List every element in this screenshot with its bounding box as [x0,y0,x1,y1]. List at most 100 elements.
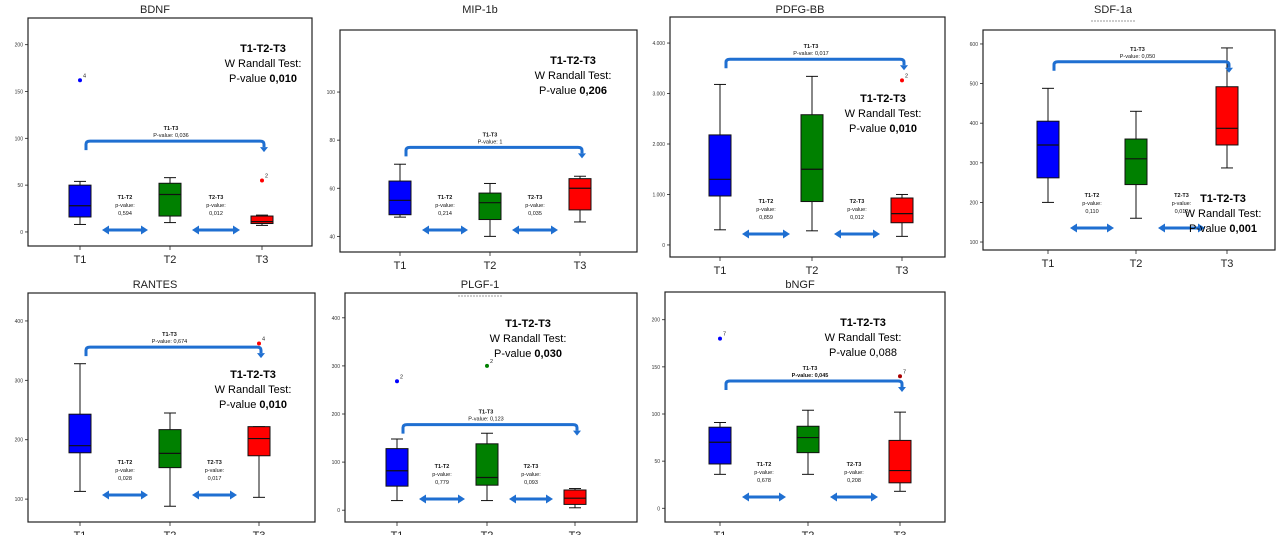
y-tick-label: 400 [332,316,341,322]
pair-label: T2-T3 [209,195,224,201]
box-body [1215,86,1239,146]
outlier-point [900,78,904,83]
chart-title: PDFG-BB [776,4,825,16]
bracket-label: T1-T3 [1130,47,1145,53]
y-tick-label: 100 [332,460,341,466]
box-t3 [888,411,912,492]
box-t2 [800,75,824,232]
pair-arrow [742,492,786,502]
outlier-point [485,363,489,368]
pair-arrow [512,225,558,235]
box-body [796,425,820,454]
outlier-label: 2 [490,359,493,365]
bracket-arrowhead [898,387,906,392]
bracket-t1-t3 [1052,60,1233,73]
test-name: W Randall Test: [490,333,567,345]
bracket-pvalue: P-value: 0,036 [153,133,188,139]
pair-label: T1-T2 [1085,193,1100,199]
chart-panel-plgf1: PLGF-1 0 100 200 300 400 T1 T2 T3 2 2 T1-T3P-value:… [325,275,645,535]
pair-pvalue-caption: p-value: [435,203,455,209]
pair-pvalue-caption: p-value: [847,207,867,213]
y-tick-label: 100 [652,412,661,418]
box-t3 [568,175,592,223]
outlier-point [78,78,82,83]
y-tick-label: 300 [970,161,979,167]
chart-title: SDF-1a [1094,4,1133,16]
bracket-arrowhead [257,353,265,359]
box-body [68,413,92,454]
box-t2 [158,177,182,224]
test-annotation: T1-T2-T3 W Randall Test: P-value 0,010 [215,369,292,411]
test-name: W Randall Test: [215,384,292,396]
box-t1 [708,83,732,231]
pair-pvalue: 0,012 [1175,209,1189,215]
pair-label: T1-T2 [438,195,453,201]
pair-label: T2-T3 [528,195,543,201]
y-tick-label: 400 [15,319,24,325]
pair-arrow [192,225,240,235]
box-body [388,180,412,216]
pair-pvalue: 0,594 [118,211,132,217]
test-title: T1-T2-T3 [505,318,551,330]
y-tick-label: 300 [332,364,341,370]
test-annotation: T1-T2-T3 W Randall Test: P-value 0,030 [490,318,567,360]
box-t1 [1036,87,1060,203]
test-pvalue: P-value 0,010 [849,123,917,135]
outlier-label: 2 [265,173,268,179]
bracket-arrowhead [1225,67,1233,73]
pair-label: T1-T2 [757,462,772,468]
test-annotation: T1-T2-T3 W Randall Test: P-value 0,206 [535,55,612,97]
pair-label: T2-T3 [1174,193,1189,199]
pair-arrow [1070,223,1114,233]
bracket-line [84,139,266,151]
box-t3 [250,214,274,226]
test-pvalue: P-value 0,030 [494,348,562,360]
y-tick-label: 100 [327,90,336,96]
pair-arrow [834,229,880,239]
chart-panel-rantes: RANTES 100 200 300 400 T1 T2 T3 4 T1-T3P-value: 0… [0,275,325,535]
y-tick-label: 200 [332,412,341,418]
y-tick-label: 3.000 [652,92,665,98]
pair-pvalue: 0,208 [847,478,861,484]
pair-arrow [192,490,237,500]
x-tick-label: T2 [164,530,177,535]
y-tick-label: 0 [662,243,665,249]
x-tick-label: T2 [1130,258,1143,270]
x-tick-label: T3 [894,530,907,535]
pair-arrow [509,494,553,504]
pair-pvalue-caption: p-value: [206,203,226,209]
box-body [385,448,409,487]
test-title: T1-T2-T3 [860,93,906,105]
y-tick-label: 0 [337,508,340,514]
box-t1 [68,363,92,492]
plot-frame [344,292,638,523]
y-tick-label: 2.000 [652,142,665,148]
pair-label: T2-T3 [850,199,865,205]
pair-pvalue-caption: p-value: [756,207,776,213]
y-tick-label: 200 [970,200,979,206]
pair-arrow [422,225,468,235]
bracket-label: T1-T3 [803,366,818,372]
x-tick-label: T1 [1042,258,1055,270]
x-tick-label: T3 [256,254,269,266]
test-title: T1-T2-T3 [840,317,886,329]
outlier-point [898,374,902,379]
x-tick-label: T2 [802,530,815,535]
x-tick-label: T3 [896,265,909,277]
y-tick-label: 200 [15,438,24,444]
pair-label: T2-T3 [207,460,222,466]
bracket-label: T1-T3 [483,132,498,138]
bracket-label: T1-T3 [479,410,494,416]
y-tick-label: 80 [329,138,335,144]
box-body [1124,138,1148,186]
bracket-pvalue: P-value: 0,123 [468,417,503,423]
x-tick-label: T2 [806,265,819,277]
pair-pvalue: 0,012 [850,215,864,221]
x-tick-label: T1 [391,530,404,535]
outlier-label: 4 [262,337,265,343]
box-t3 [247,426,271,498]
pair-arrow [830,492,878,502]
y-tick-label: 500 [970,82,979,88]
pair-label: T2-T3 [847,462,862,468]
x-tick-label: T2 [164,254,177,266]
